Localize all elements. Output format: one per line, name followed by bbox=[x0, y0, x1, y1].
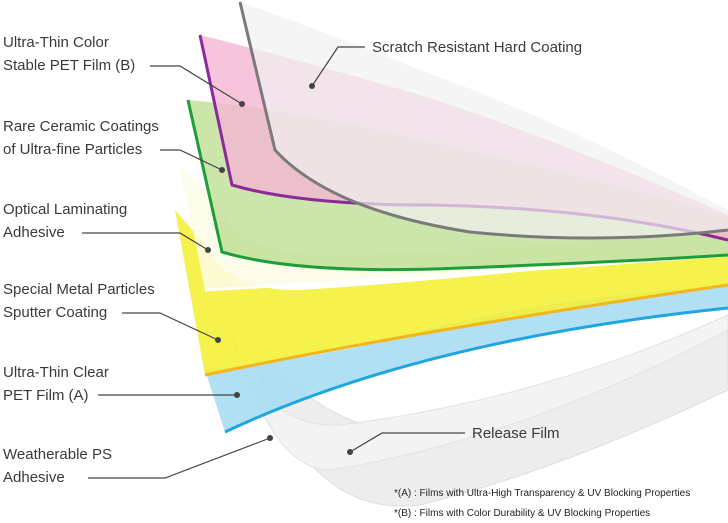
pet-film-a-edge bbox=[224, 306, 728, 434]
leader-dot bbox=[219, 167, 225, 173]
label-line: Sputter Coating bbox=[3, 304, 108, 321]
label-scratch-resistant-coating: Scratch Resistant Hard Coating bbox=[372, 39, 583, 56]
sputter-coating-layer bbox=[175, 210, 728, 375]
ceramic-coating-edge bbox=[186, 99, 728, 272]
leader-dot bbox=[215, 337, 221, 343]
label-ceramic-coating: Rare Ceramic Coatings of Ultra-fine Part… bbox=[3, 115, 159, 161]
leader-line-metal bbox=[122, 312, 219, 341]
leader-line-release bbox=[349, 432, 465, 453]
leader-dot bbox=[234, 392, 240, 398]
leader-dot bbox=[205, 247, 211, 253]
label-line: Ultra-Thin Color bbox=[3, 34, 109, 51]
label-pet-film-b: Ultra-Thin Color Stable PET Film (B) bbox=[3, 31, 135, 77]
label-line: Adhesive bbox=[3, 224, 65, 241]
label-release-film: Release Film bbox=[472, 425, 560, 442]
label-pet-film-a: Ultra-Thin Clear PET Film (A) bbox=[3, 361, 109, 407]
hard-coating-edge bbox=[238, 1, 728, 240]
label-line: Ultra-Thin Clear bbox=[3, 364, 109, 381]
sputter-coating-edge bbox=[204, 283, 728, 377]
hard-coating-layer bbox=[240, 2, 728, 239]
footnote-b: *(B) : Films with Color Durability & UV … bbox=[394, 508, 651, 519]
leader-dot bbox=[239, 101, 245, 107]
leader-dot bbox=[347, 449, 353, 455]
label-sputter-coating: Special Metal Particles Sputter Coating bbox=[3, 278, 155, 324]
label-line: of Ultra-fine Particles bbox=[3, 141, 143, 158]
leader-dot bbox=[267, 435, 273, 441]
label-line: PET Film (A) bbox=[3, 387, 89, 404]
leader-line-scratch bbox=[311, 46, 365, 87]
leader-line-weather bbox=[88, 437, 271, 479]
label-line: Stable PET Film (B) bbox=[3, 57, 136, 74]
label-line: Optical Laminating bbox=[3, 201, 128, 218]
footnote-a: *(A) : Films with Ultra-High Transparenc… bbox=[394, 488, 691, 499]
leader-dot bbox=[309, 83, 315, 89]
pet-film-a-layer bbox=[205, 285, 728, 432]
leader-line-ceramic bbox=[160, 149, 223, 171]
leader-line-pet-b bbox=[150, 65, 243, 105]
weatherable-adhesive-layer bbox=[224, 314, 728, 471]
label-line: Special Metal Particles bbox=[3, 281, 155, 298]
label-optical-adhesive: Optical Laminating Adhesive bbox=[3, 198, 127, 244]
leader-line-adhesive bbox=[82, 232, 209, 251]
label-line: Rare Ceramic Coatings bbox=[3, 118, 159, 135]
label-weatherable-adhesive: Weatherable PS Adhesive bbox=[3, 443, 112, 489]
label-line: Weatherable PS bbox=[3, 446, 112, 463]
label-line: Adhesive bbox=[3, 469, 65, 486]
